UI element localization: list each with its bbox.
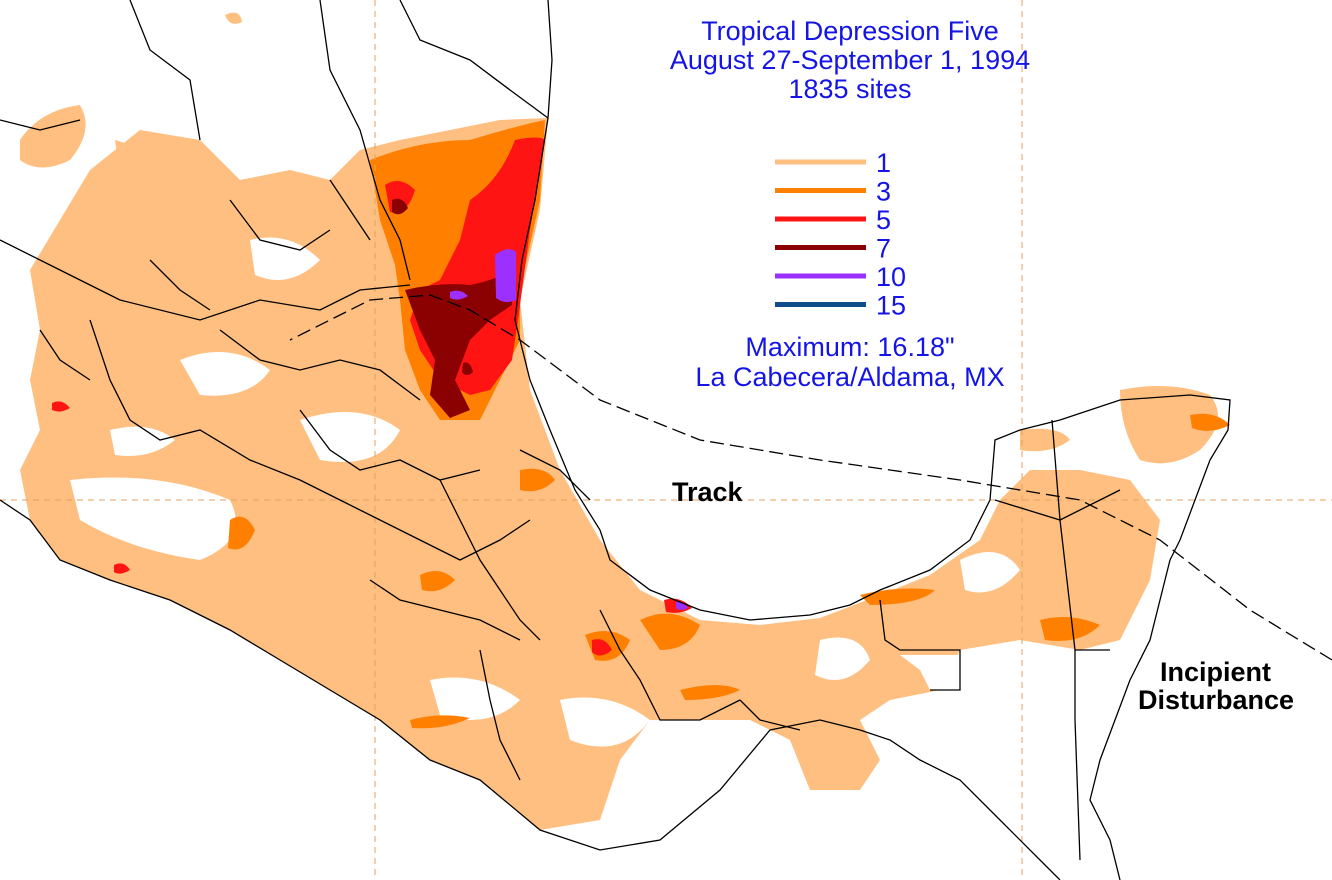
rainfall-contour-7in — [392, 198, 512, 418]
legend-label-15: 15 — [876, 291, 906, 321]
rainfall-contour-1in — [20, 12, 1218, 830]
coastline-and-borders — [0, 0, 1231, 880]
legend-label-7: 7 — [876, 234, 891, 264]
incipient-label-line-1: Incipient — [1160, 657, 1272, 687]
map-title-line-1: Tropical Depression Five — [701, 16, 999, 46]
map-title-line-3: 1835 sites — [788, 74, 912, 104]
maximum-value-line: Maximum: 16.18" — [745, 332, 955, 362]
incipient-label-line-2: Disturbance — [1138, 685, 1295, 715]
map-title-line-2: August 27-September 1, 1994 — [669, 45, 1031, 75]
legend-label-5: 5 — [876, 205, 891, 235]
maximum-location-line: La Cabecera/Aldama, MX — [695, 362, 1005, 392]
legend-label-3: 3 — [876, 177, 891, 207]
legend-label-1: 1 — [876, 148, 891, 178]
legend-label-10: 10 — [876, 262, 906, 292]
rainfall-contour-10in — [450, 249, 688, 610]
storm-track-line — [289, 294, 1332, 661]
track-label: Track — [672, 477, 743, 507]
